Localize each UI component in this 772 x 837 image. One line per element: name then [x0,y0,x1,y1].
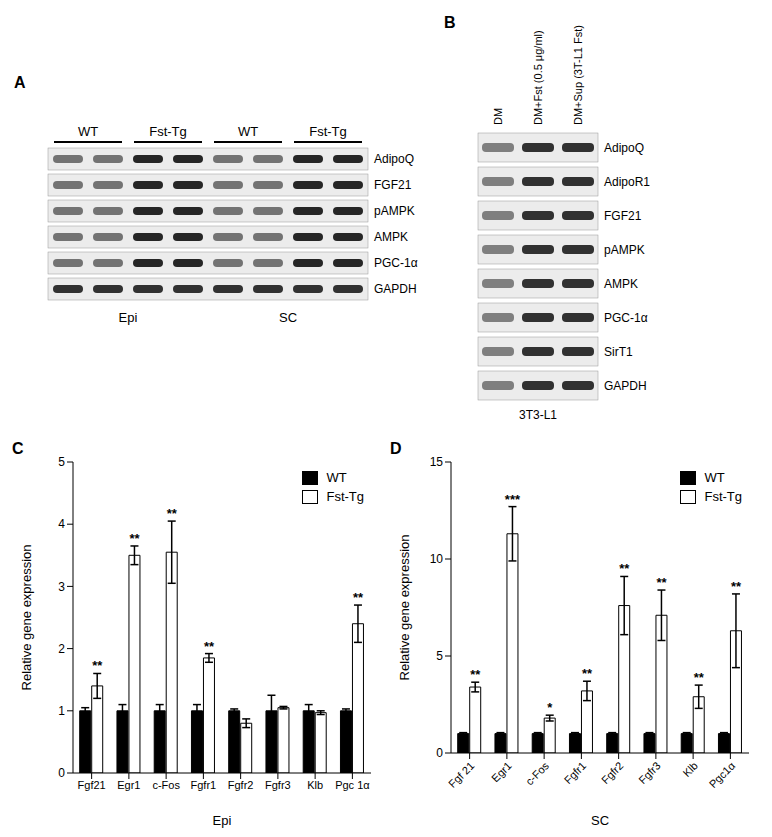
svg-text:**: ** [694,670,705,685]
svg-text:0: 0 [58,766,65,780]
svg-text:Egr1: Egr1 [117,779,140,791]
svg-text:Fgfr3: Fgfr3 [636,759,663,786]
svg-text:PGC-1α: PGC-1α [604,311,648,325]
svg-text:2: 2 [58,642,65,656]
svg-text:SC: SC [591,813,609,828]
svg-text:SC: SC [279,310,297,325]
svg-text:AMPK: AMPK [604,277,638,291]
svg-text:Egr1: Egr1 [489,759,514,784]
svg-text:**: ** [656,575,667,590]
svg-text:Fgf21: Fgf21 [78,779,106,791]
svg-text:1: 1 [58,704,65,718]
svg-text:DM+Sup (3T-L1 Fst): DM+Sup (3T-L1 Fst) [572,25,584,125]
svg-text:AdipoQ: AdipoQ [374,152,414,166]
svg-text:Fgfr3: Fgfr3 [265,779,291,791]
svg-text:**: ** [92,658,103,673]
svg-text:4: 4 [58,517,65,531]
svg-text:3T3-L1: 3T3-L1 [519,408,557,422]
svg-text:pAMPK: pAMPK [374,204,415,218]
html-text:C: C [12,440,24,457]
svg-text:5: 5 [58,455,65,469]
svg-text:10: 10 [430,552,444,566]
svg-text:A: A [14,74,26,91]
svg-text:Klb: Klb [307,779,323,791]
svg-text:SirT1: SirT1 [604,345,633,359]
svg-text:**: ** [167,506,178,521]
html-text:WT: WT [704,470,725,485]
svg-text:GAPDH: GAPDH [374,282,417,296]
svg-text:WT: WT [78,124,98,139]
svg-text:5: 5 [436,649,443,663]
svg-text:GAPDH: GAPDH [604,379,647,393]
svg-text:AdipoQ: AdipoQ [604,141,644,155]
svg-text:***: *** [505,492,521,507]
svg-text:**: ** [204,639,215,654]
svg-text:PGC-1α: PGC-1α [374,256,418,270]
html-text:Fst-Tg: Fst-Tg [326,489,364,504]
svg-text:DM+Fst (0.5 μg/ml): DM+Fst (0.5 μg/ml) [532,30,544,125]
svg-text:Fgfr1: Fgfr1 [562,759,589,786]
svg-text:15: 15 [430,455,444,469]
svg-text:AMPK: AMPK [374,230,408,244]
svg-text:Fgfr1: Fgfr1 [191,779,217,791]
html-text:Fst-Tg: Fst-Tg [704,489,742,504]
svg-text:Epi: Epi [213,813,232,828]
svg-text:pAMPK: pAMPK [604,243,645,257]
svg-text:Fgfr2: Fgfr2 [599,759,626,786]
svg-text:**: ** [731,579,742,594]
svg-text:WT: WT [238,124,258,139]
svg-text:Fgf 21: Fgf 21 [446,759,477,790]
svg-text:B: B [444,14,456,31]
svg-text:Klb: Klb [680,759,700,779]
svg-text:**: ** [353,590,364,605]
svg-text:c-Fos: c-Fos [152,779,180,791]
svg-text:Pgc 1α: Pgc 1α [335,779,370,791]
svg-text:Fst-Tg: Fst-Tg [309,124,347,139]
svg-text:Fgfr2: Fgfr2 [228,779,254,791]
svg-text:0: 0 [436,746,443,760]
svg-text:FGF21: FGF21 [604,209,642,223]
svg-text:3: 3 [58,580,65,594]
svg-text:DM: DM [492,108,504,125]
svg-text:c-Fos: c-Fos [523,759,551,787]
svg-text:FGF21: FGF21 [374,178,412,192]
svg-text:AdipoR1: AdipoR1 [604,175,650,189]
svg-text:*: * [547,700,553,715]
svg-text:**: ** [470,667,481,682]
html-text:WT: WT [326,470,347,485]
svg-text:Fst-Tg: Fst-Tg [149,124,187,139]
svg-text:Relative gene expression: Relative gene expression [19,545,34,691]
svg-text:Relative gene expression: Relative gene expression [397,535,412,681]
svg-text:Pgc1α: Pgc1α [707,759,738,790]
svg-text:Epi: Epi [119,310,138,325]
svg-text:**: ** [582,666,593,681]
svg-text:**: ** [619,561,630,576]
svg-text:**: ** [129,531,140,546]
html-text:D: D [390,440,402,457]
